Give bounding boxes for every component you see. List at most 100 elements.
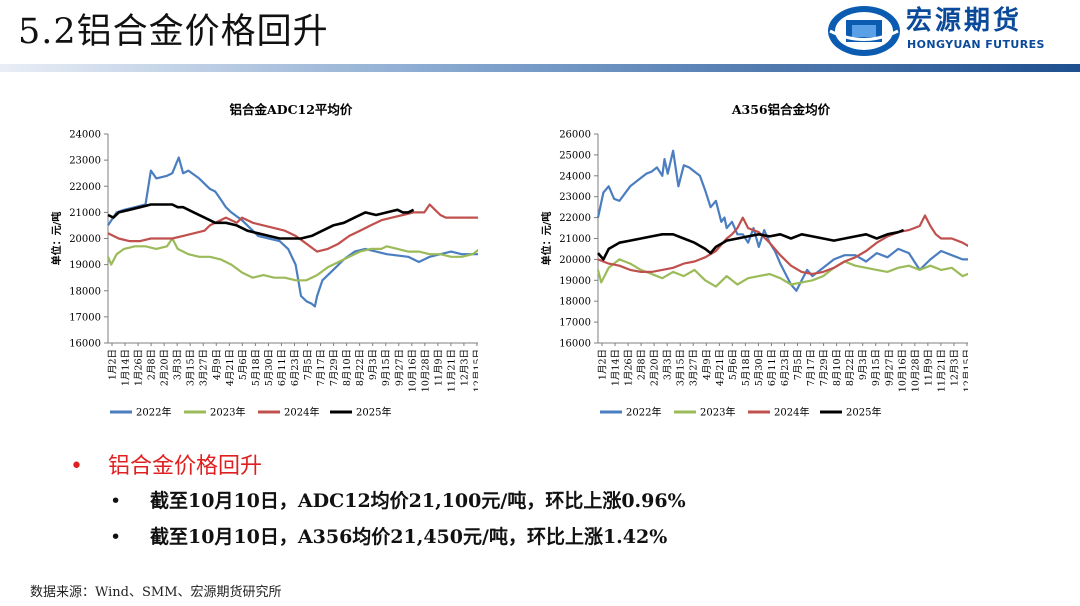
x-tick-label: 11月21日 bbox=[446, 349, 457, 392]
x-tick-label: 10月28日 bbox=[910, 349, 921, 392]
y-tick-label: 17000 bbox=[559, 318, 591, 329]
y-tick-label: 23000 bbox=[69, 156, 101, 167]
bullet-sub-2-text: 截至10月10日，A356均价21,450元/吨，环比上涨1.42% bbox=[150, 526, 668, 548]
x-tick-label: 9月27日 bbox=[884, 349, 895, 386]
series-line-2024年 bbox=[107, 203, 478, 253]
x-tick-label: 12月15日 bbox=[472, 349, 478, 392]
x-tick-label: 10月16日 bbox=[897, 349, 908, 392]
x-tick-label: 7月5日 bbox=[793, 349, 804, 380]
logo-cn-text: 宏源期货 bbox=[906, 6, 1023, 36]
x-tick-label: 6月23日 bbox=[290, 349, 301, 386]
chart-title: A356铝合金均价 bbox=[731, 102, 831, 117]
x-tick-label: 1月26日 bbox=[134, 349, 145, 386]
x-tick-label: 8月22日 bbox=[845, 349, 856, 386]
series-line-2024年 bbox=[597, 214, 968, 276]
x-tick-label: 5月6日 bbox=[238, 349, 249, 380]
bullet-sub-1-text: 截至10月10日，ADC12均价21,100元/吨，环比上涨0.96% bbox=[150, 490, 686, 512]
series-line-2022年 bbox=[107, 156, 478, 308]
x-tick-label: 2月8日 bbox=[637, 349, 648, 380]
y-tick-label: 19000 bbox=[69, 260, 101, 271]
x-tick-label: 12月15日 bbox=[962, 349, 968, 392]
x-tick-label: 6月11日 bbox=[277, 349, 288, 386]
x-tick-label: 8月10日 bbox=[832, 349, 843, 386]
legend-label: 2023年 bbox=[700, 406, 735, 419]
y-tick-label: 24000 bbox=[69, 130, 101, 141]
logo-mark-icon bbox=[828, 6, 900, 56]
x-tick-label: 1月14日 bbox=[611, 349, 622, 386]
x-tick-label: 9月27日 bbox=[394, 349, 405, 386]
y-tick-label: 16000 bbox=[69, 339, 101, 350]
legend-label: 2024年 bbox=[284, 406, 319, 419]
x-tick-label: 3月15日 bbox=[676, 349, 687, 386]
x-tick-label: 4月9日 bbox=[702, 349, 713, 380]
y-tick-label: 17000 bbox=[69, 312, 101, 323]
bullet-dot-icon: • bbox=[110, 490, 122, 512]
y-axis-label: 单位：元/吨 bbox=[540, 212, 553, 266]
x-tick-label: 1月14日 bbox=[121, 349, 132, 386]
x-tick-label: 11月21日 bbox=[936, 349, 947, 392]
bullet-sub-1: • 截至10月10日，ADC12均价21,100元/吨，环比上涨0.96% bbox=[110, 486, 686, 516]
x-tick-label: 9月3日 bbox=[858, 349, 869, 380]
x-tick-label: 5月18日 bbox=[251, 349, 262, 386]
series-line-2025年 bbox=[107, 203, 415, 240]
x-tick-label: 5月30日 bbox=[264, 349, 275, 386]
y-tick-label: 18000 bbox=[559, 297, 591, 308]
bullet-main-text: 铝合金价格回升 bbox=[108, 454, 263, 479]
bullet-sub-2: • 截至10月10日，A356均价21,450元/吨，环比上涨1.42% bbox=[110, 522, 667, 552]
chart-title: 铝合金ADC12平均价 bbox=[230, 102, 353, 117]
chart-a356: A356铝合金均价 单位：元/吨 16000 17000 18000 19000 20000… bbox=[538, 92, 968, 422]
x-tick-label: 7月29日 bbox=[819, 349, 830, 386]
y-tick-label: 26000 bbox=[559, 130, 591, 141]
bullet-dot-icon: • bbox=[110, 526, 122, 548]
brand-logo: 宏源期货 HONGYUAN FUTURES bbox=[826, 4, 1076, 58]
x-tick-label: 3月27日 bbox=[199, 349, 210, 386]
x-tick-label: 4月21日 bbox=[715, 349, 726, 386]
data-source: 数据来源：Wind、SMM、宏源期货研究所 bbox=[30, 585, 282, 600]
y-tick-label: 24000 bbox=[559, 171, 591, 182]
x-tick-label: 7月29日 bbox=[329, 349, 340, 386]
x-tick-label: 2月20日 bbox=[650, 349, 661, 386]
y-tick-label: 19000 bbox=[559, 276, 591, 287]
chart-adc12: 铝合金ADC12平均价单位：元/吨 16000 17000 18000 19000 200… bbox=[48, 92, 478, 422]
bullet-dot-icon: • bbox=[70, 454, 83, 479]
x-tick-label: 12月3日 bbox=[459, 349, 470, 386]
y-tick-label: 18000 bbox=[69, 286, 101, 297]
x-tick-label: 11月9日 bbox=[433, 349, 444, 386]
x-tick-label: 11月9日 bbox=[923, 349, 934, 386]
x-tick-label: 6月11日 bbox=[767, 349, 778, 386]
x-tick-label: 8月10日 bbox=[342, 349, 353, 386]
legend-label: 2024年 bbox=[774, 406, 809, 419]
x-tick-label: 3月15日 bbox=[186, 349, 197, 386]
y-axis-label: 单位：元/吨 bbox=[50, 212, 63, 266]
bullet-main: • 铝合金价格回升 bbox=[70, 450, 262, 484]
x-tick-label: 9月15日 bbox=[381, 349, 392, 386]
legend-label: 2022年 bbox=[136, 406, 171, 419]
legend-label: 2025年 bbox=[356, 406, 391, 419]
x-tick-label: 5月30日 bbox=[754, 349, 765, 386]
x-tick-label: 10月28日 bbox=[420, 349, 431, 392]
x-tick-label: 1月2日 bbox=[108, 349, 119, 380]
y-tick-label: 22000 bbox=[559, 213, 591, 224]
x-tick-label: 4月21日 bbox=[225, 349, 236, 386]
y-tick-label: 25000 bbox=[559, 150, 591, 161]
series-line-2025年 bbox=[597, 228, 905, 261]
legend-label: 2022年 bbox=[626, 406, 661, 419]
y-tick-label: 20000 bbox=[559, 255, 591, 266]
x-tick-label: 1月26日 bbox=[624, 349, 635, 386]
series-line-2023年 bbox=[106, 237, 478, 282]
x-tick-label: 6月23日 bbox=[780, 349, 791, 386]
series-line-2023年 bbox=[596, 258, 968, 288]
x-tick-label: 3月3日 bbox=[173, 349, 184, 380]
x-tick-label: 10月16日 bbox=[407, 349, 418, 392]
x-tick-label: 8月22日 bbox=[355, 349, 366, 386]
title-bar bbox=[0, 64, 1080, 72]
x-tick-label: 5月6日 bbox=[728, 349, 739, 380]
slide-title: 5.2铝合金价格回升 bbox=[18, 12, 329, 52]
x-tick-label: 7月5日 bbox=[303, 349, 314, 380]
y-tick-label: 20000 bbox=[69, 234, 101, 245]
legend-label: 2025年 bbox=[846, 406, 881, 419]
x-tick-label: 4月9日 bbox=[212, 349, 223, 380]
series-line-2022年 bbox=[596, 149, 968, 292]
